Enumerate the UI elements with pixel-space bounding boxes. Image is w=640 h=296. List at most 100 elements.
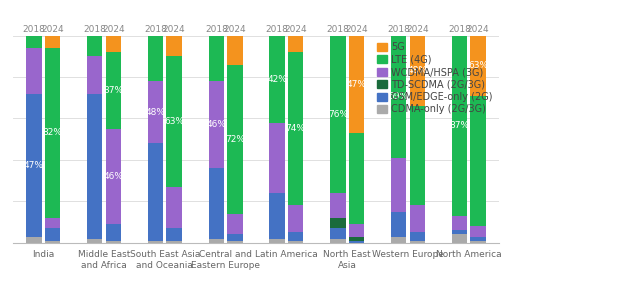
Bar: [227, 65, 243, 214]
Text: 2018: 2018: [326, 25, 349, 34]
Bar: [106, 241, 121, 243]
Bar: [166, 241, 182, 243]
Bar: [288, 241, 303, 243]
Bar: [209, 239, 224, 243]
Bar: [45, 36, 60, 48]
Bar: [87, 36, 102, 56]
Bar: [45, 48, 60, 218]
Bar: [452, 230, 467, 234]
Bar: [45, 218, 60, 228]
Bar: [330, 228, 346, 239]
Text: 2024: 2024: [406, 25, 429, 34]
Bar: [330, 239, 346, 243]
Text: 63%: 63%: [164, 117, 184, 126]
Bar: [227, 214, 243, 234]
Bar: [26, 237, 42, 243]
Bar: [410, 241, 425, 243]
Bar: [269, 36, 285, 123]
Bar: [330, 36, 346, 193]
Bar: [410, 106, 425, 205]
Bar: [470, 237, 486, 241]
Bar: [470, 36, 486, 96]
Bar: [410, 36, 425, 106]
Text: 2018: 2018: [22, 25, 45, 34]
Text: 87%: 87%: [449, 121, 470, 130]
Text: 47%: 47%: [346, 80, 367, 89]
Text: 82%: 82%: [42, 128, 63, 137]
Bar: [452, 234, 467, 243]
Bar: [288, 232, 303, 241]
Text: 2024: 2024: [467, 25, 490, 34]
Bar: [106, 52, 121, 129]
Bar: [148, 241, 163, 243]
Bar: [349, 241, 364, 243]
Text: 2018: 2018: [205, 25, 228, 34]
Bar: [148, 143, 163, 241]
Bar: [209, 36, 224, 81]
Text: 2018: 2018: [144, 25, 167, 34]
Bar: [166, 36, 182, 56]
Bar: [470, 241, 486, 243]
Text: 2018: 2018: [387, 25, 410, 34]
Bar: [410, 232, 425, 241]
Text: 47%: 47%: [24, 160, 44, 170]
Text: 2024: 2024: [163, 25, 186, 34]
Text: 63%: 63%: [468, 61, 488, 70]
Bar: [391, 237, 406, 243]
Text: 48%: 48%: [145, 108, 166, 117]
Text: 2018: 2018: [266, 25, 289, 34]
Bar: [410, 205, 425, 232]
Bar: [269, 193, 285, 239]
Legend: 5G, LTE (4G), WCDMA/HSPA (3G), TD-SCDMA (2G/3G), GSM/EDGE-only (2G), CDMA-only (: 5G, LTE (4G), WCDMA/HSPA (3G), TD-SCDMA …: [375, 40, 494, 116]
Bar: [269, 239, 285, 243]
Text: 72%: 72%: [225, 135, 245, 144]
Bar: [166, 228, 182, 241]
Bar: [227, 241, 243, 243]
Bar: [452, 216, 467, 230]
Bar: [349, 133, 364, 224]
Bar: [26, 94, 42, 237]
Bar: [166, 187, 182, 228]
Text: 2024: 2024: [284, 25, 307, 34]
Bar: [26, 48, 42, 94]
Bar: [349, 224, 364, 237]
Bar: [106, 224, 121, 241]
Bar: [288, 52, 303, 205]
Bar: [45, 228, 60, 241]
Bar: [227, 234, 243, 241]
Bar: [349, 36, 364, 133]
Bar: [26, 36, 42, 48]
Bar: [87, 56, 102, 94]
Bar: [87, 239, 102, 243]
Text: 76%: 76%: [328, 110, 348, 119]
Bar: [288, 205, 303, 232]
Bar: [330, 193, 346, 218]
Bar: [288, 36, 303, 52]
Bar: [452, 36, 467, 216]
Text: 2024: 2024: [102, 25, 125, 34]
Text: 74%: 74%: [285, 124, 306, 133]
Text: 37%: 37%: [103, 86, 124, 95]
Bar: [148, 81, 163, 143]
Text: 2018: 2018: [448, 25, 471, 34]
Bar: [470, 96, 486, 226]
Bar: [391, 158, 406, 212]
Bar: [227, 36, 243, 65]
Bar: [391, 36, 406, 158]
Text: 59%: 59%: [388, 92, 409, 101]
Text: 42%: 42%: [267, 75, 287, 83]
Text: 2024: 2024: [345, 25, 368, 34]
Text: 2018: 2018: [83, 25, 106, 34]
Bar: [45, 241, 60, 243]
Bar: [166, 56, 182, 187]
Bar: [106, 36, 121, 52]
Bar: [87, 94, 102, 239]
Bar: [269, 123, 285, 193]
Bar: [330, 218, 346, 228]
Bar: [470, 226, 486, 237]
Text: 2024: 2024: [223, 25, 246, 34]
Bar: [209, 81, 224, 168]
Text: 2024: 2024: [41, 25, 64, 34]
Bar: [106, 129, 121, 224]
Bar: [148, 36, 163, 81]
